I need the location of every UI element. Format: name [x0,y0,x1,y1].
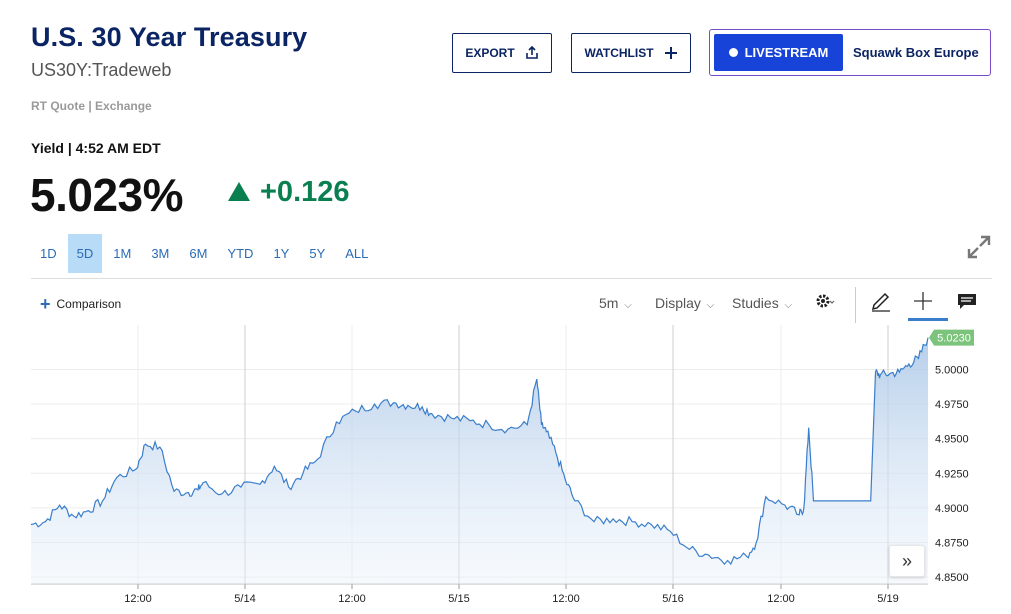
symbol-label: US30Y:Tradeweb [31,60,172,80]
toolbar-divider [855,287,856,323]
range-tab[interactable]: 1M [113,246,132,261]
display-label: Display [655,295,701,311]
crosshair-icon[interactable] [912,290,934,312]
divider [31,278,992,279]
x-tick-label: 12:00 [552,593,580,605]
export-button[interactable]: EXPORT [452,33,552,73]
scroll-forward-button[interactable]: » [889,545,925,577]
x-tick-label: 12:00 [124,593,152,605]
chevron-down-icon: ⌵ [621,300,632,311]
x-tick-label: 12:00 [767,593,795,605]
comparison-label: Comparison [56,297,122,311]
x-tick-label: 12:00 [338,593,366,605]
y-tick-label: 4.8500 [935,572,969,584]
settings-icon[interactable] [814,290,836,312]
last-value-label: 5.0230 [937,333,971,345]
plus-icon: + [40,294,51,314]
page-title: U.S. 30 Year Treasury [31,22,308,52]
export-label: EXPORT [465,46,515,60]
y-tick-label: 4.9500 [935,434,969,446]
range-tab[interactable]: 3M [151,246,170,261]
interval-label: 5m [599,295,619,311]
chevron-down-icon: ⌵ [781,300,793,311]
quote-source: RT Quote | Exchange [31,99,152,113]
interval-dropdown[interactable]: 5m ⌵ [599,295,632,311]
watchlist-label: WATCHLIST [584,46,654,60]
y-tick-label: 4.9750 [935,399,969,411]
range-tab[interactable]: YTD [227,246,254,261]
up-arrow-icon [228,182,250,201]
price-change: +0.126 [260,176,350,208]
x-tick-label: 5/14 [234,593,255,605]
last-price: 5.023% [30,169,184,221]
range-tab[interactable]: ALL [345,246,369,261]
share-icon [525,46,538,59]
livestream-banner[interactable]: LIVESTREAM Squawk Box Europe [709,29,991,76]
comment-icon[interactable] [956,290,978,312]
watchlist-button[interactable]: WATCHLIST [571,33,691,73]
yield-timestamp: Yield | 4:52 AM EDT [31,140,161,156]
range-tab[interactable]: 1Y [273,246,290,261]
y-tick-label: 4.9250 [935,468,969,480]
double-chevron-right-icon: » [901,550,912,571]
last-value-tag [929,329,974,346]
studies-dropdown[interactable]: Studies ⌵ [732,295,792,311]
live-dot-icon [728,48,738,57]
x-tick-label: 5/15 [448,593,469,605]
chevron-down-icon: ⌵ [703,300,715,311]
comparison-button[interactable]: + Comparison [40,294,122,314]
active-tool-indicator [908,318,948,321]
livestream-show-name: Squawk Box Europe [853,45,979,60]
series-line [30,337,929,566]
x-tick-label: 5/16 [662,593,683,605]
livestream-label: LIVESTREAM [744,45,829,60]
display-dropdown[interactable]: Display ⌵ [655,295,714,311]
range-tab[interactable]: 1D [40,246,57,261]
plus-icon [664,47,677,59]
series-area [31,337,928,584]
expand-icon[interactable] [966,234,992,260]
studies-label: Studies [732,295,779,311]
x-tick-label: 5/19 [877,593,898,605]
livestream-button[interactable]: LIVESTREAM [714,34,843,71]
price-chart[interactable]: 5.0000 4.9750 4.9500 4.9250 4.9000 4.8750 4.85… [0,320,1011,614]
range-tab-active[interactable]: 5D [67,234,103,273]
draw-pencil-icon[interactable] [870,290,892,312]
y-tick-label: 4.8750 [935,537,969,549]
range-tab[interactable]: 5Y [309,246,326,261]
y-tick-label: 4.9000 [935,503,969,515]
range-tab[interactable]: 6M [189,246,208,261]
y-tick-label: 5.0000 [935,364,969,376]
range-selector: 1D 5D 1M 3M 6M YTD 1Y 5Y ALL [31,234,379,273]
